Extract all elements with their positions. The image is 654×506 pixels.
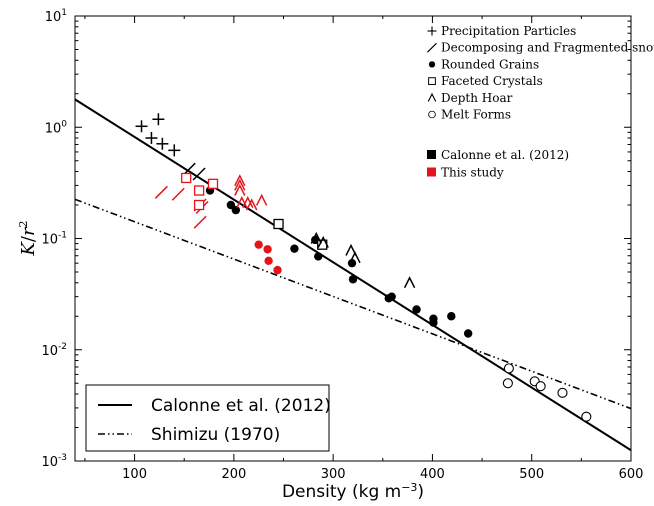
legend-label: Depth Hoar bbox=[441, 91, 513, 105]
data-point-square bbox=[181, 172, 192, 184]
legend-marker-circle bbox=[428, 110, 436, 119]
y-tick-label: 100 bbox=[45, 119, 68, 136]
legend-marker-square bbox=[428, 77, 436, 85]
data-point-caret bbox=[345, 243, 357, 256]
data-point-caret bbox=[234, 178, 246, 191]
data-point-square bbox=[193, 185, 205, 196]
data-point-dot bbox=[263, 245, 272, 254]
x-tick-label: 500 bbox=[519, 467, 544, 482]
data-point-caret bbox=[242, 195, 254, 208]
legend-marker-caret bbox=[427, 92, 437, 102]
data-point-dot bbox=[463, 329, 473, 338]
data-point-caret bbox=[349, 251, 361, 264]
data-point-square bbox=[193, 199, 205, 211]
data-point-plus bbox=[145, 132, 158, 145]
legend-label: Faceted Crystals bbox=[441, 74, 543, 88]
data-point-caret bbox=[317, 235, 329, 248]
data-point-dot bbox=[387, 292, 396, 301]
data-point-dot bbox=[273, 265, 282, 275]
data-point-plus bbox=[152, 113, 165, 126]
data-point-slash bbox=[192, 167, 206, 181]
y-tick-label: 10-2 bbox=[41, 342, 67, 359]
x-tick-label: 200 bbox=[221, 467, 246, 482]
fit-lines bbox=[75, 98, 631, 452]
line-legend-label: Shimizu (1970) bbox=[151, 425, 280, 445]
data-point-slash bbox=[171, 187, 185, 201]
legend-label: Decomposing and Fragmented snow bbox=[441, 41, 654, 55]
data-point-circle bbox=[503, 363, 514, 374]
data-point-caret bbox=[234, 174, 246, 187]
data-point-plus bbox=[135, 120, 148, 133]
data-point-dot bbox=[231, 205, 241, 215]
legend-label: Melt Forms bbox=[441, 108, 511, 122]
x-axis-label: Density (kg m−3) bbox=[282, 481, 424, 502]
data-point-slash bbox=[193, 215, 207, 229]
data-point-caret bbox=[255, 193, 268, 206]
data-point-dot bbox=[254, 240, 263, 249]
data-point-plus bbox=[156, 137, 169, 150]
line-legend: Calonne et al. (2012) Shimizu (1970) bbox=[85, 384, 331, 452]
data-point-dot bbox=[314, 252, 323, 261]
data-point-dot bbox=[347, 258, 357, 268]
legend-swatch bbox=[427, 150, 436, 159]
data-point-caret bbox=[403, 276, 416, 289]
legend-label: Precipitation Particles bbox=[441, 24, 576, 38]
data-point-circle bbox=[535, 381, 546, 392]
data-point-circle bbox=[502, 378, 513, 389]
x-tick-label: 400 bbox=[420, 467, 445, 482]
data-point-square bbox=[207, 178, 219, 189]
data-point-dot bbox=[348, 275, 358, 284]
data-point-slash bbox=[154, 185, 168, 199]
data-point-circle bbox=[557, 387, 568, 398]
legend-label: Rounded Grains bbox=[441, 57, 539, 71]
data-point-caret bbox=[310, 231, 322, 244]
legend-label: This study bbox=[441, 166, 504, 180]
line-legend-box bbox=[85, 384, 330, 452]
legend-marker-plus bbox=[427, 26, 437, 36]
data-point-dot bbox=[429, 318, 438, 327]
y-tick-label: 10-3 bbox=[41, 453, 67, 470]
data-point-dot bbox=[290, 244, 299, 253]
legend-marker-dot bbox=[428, 61, 436, 68]
data-point-circle bbox=[581, 411, 592, 422]
data-point-caret bbox=[246, 198, 258, 211]
data-point-dot bbox=[447, 312, 456, 321]
legend-swatch bbox=[427, 167, 436, 177]
axis-ticks: 100 200 300 400 500 600 10-3 10-2 10-1 100 101 bbox=[41, 8, 643, 482]
data-point-square bbox=[273, 218, 284, 230]
x-tick-label: 600 bbox=[619, 467, 644, 482]
calonne-fit-line bbox=[75, 98, 631, 452]
y-tick-label: 10-1 bbox=[41, 231, 67, 248]
data-point-dot bbox=[412, 305, 421, 314]
data-points bbox=[135, 113, 592, 422]
y-tick-label: 101 bbox=[45, 8, 67, 25]
legend-label: Calonne et al. (2012) bbox=[441, 148, 569, 162]
data-point-caret bbox=[234, 183, 246, 196]
legend-marker-slash bbox=[427, 42, 437, 53]
x-tick-label: 100 bbox=[122, 467, 147, 482]
x-tick-label: 300 bbox=[321, 467, 346, 482]
y-axis-label: K/r2 bbox=[17, 220, 39, 256]
data-point-dot bbox=[264, 256, 273, 266]
shimizu-fit-line bbox=[75, 198, 631, 410]
line-legend-label: Calonne et al. (2012) bbox=[151, 396, 331, 416]
symbol-legend: Precipitation Particles Decomposing and F… bbox=[427, 24, 654, 180]
data-point-plus bbox=[168, 144, 181, 157]
